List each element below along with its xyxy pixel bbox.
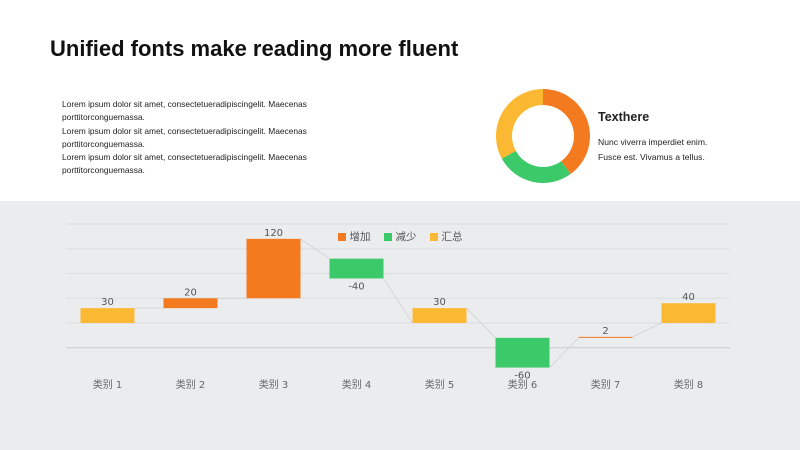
slide-title: Unified fonts make reading more fluent bbox=[50, 36, 459, 61]
waterfall-bar bbox=[578, 336, 633, 338]
body-paragraph: Lorem ipsum dolor sit amet, consectetuer… bbox=[62, 99, 307, 123]
legend-item-total: 汇总 bbox=[429, 229, 463, 244]
body-text: Lorem ipsum dolor sit amet, consectetuer… bbox=[62, 98, 307, 178]
waterfall-bar bbox=[329, 258, 384, 279]
donut-chart bbox=[496, 89, 590, 183]
waterfall-bar bbox=[661, 303, 716, 323]
body-paragraph: Lorem ipsum dolor sit amet, consectetuer… bbox=[62, 152, 307, 176]
data-label: -60 bbox=[514, 371, 530, 382]
category-label: 类别 4 bbox=[342, 378, 372, 391]
waterfall-bar bbox=[246, 238, 301, 299]
waterfall-bar bbox=[495, 337, 550, 368]
category-label: 类别 6 bbox=[508, 378, 538, 391]
legend-swatch bbox=[337, 232, 346, 241]
legend-label: 增加 bbox=[349, 231, 371, 243]
legend-label: 汇总 bbox=[441, 231, 463, 243]
chart-legend: 增加 减少 汇总 bbox=[0, 229, 800, 244]
side-text: Nunc viverra imperdiet enim. Fusce est. … bbox=[598, 135, 738, 165]
connector-line bbox=[466, 307, 496, 339]
connector-line bbox=[632, 322, 662, 338]
waterfall-bar bbox=[80, 308, 135, 323]
legend-label: 减少 bbox=[395, 231, 417, 243]
category-label: 类别 5 bbox=[425, 378, 455, 391]
category-label: 类别 1 bbox=[93, 378, 123, 391]
body-paragraph: Lorem ipsum dolor sit amet, consectetuer… bbox=[62, 125, 307, 149]
category-label: 类别 8 bbox=[674, 378, 704, 391]
category-label: 类别 2 bbox=[176, 378, 206, 391]
data-label: 20 bbox=[184, 287, 197, 298]
waterfall-bar bbox=[412, 308, 467, 323]
category-label: 类别 7 bbox=[591, 378, 621, 391]
donut-segment bbox=[543, 89, 590, 175]
category-label: 类别 3 bbox=[259, 378, 289, 391]
data-label: 30 bbox=[433, 297, 446, 308]
data-label: 30 bbox=[101, 297, 114, 308]
legend-item-increase: 增加 bbox=[337, 229, 371, 244]
legend-swatch bbox=[429, 232, 438, 241]
data-label: 40 bbox=[682, 292, 695, 303]
donut-segment bbox=[496, 89, 543, 159]
waterfall-bar bbox=[163, 298, 218, 309]
connector-line bbox=[549, 337, 579, 368]
connector-line bbox=[300, 238, 330, 259]
chart-panel: 增加 减少 汇总 30 类别 1 20 类别 2 120 类别 3 -40 类别 4 30 类别 … bbox=[0, 201, 800, 450]
side-title: Texthere bbox=[598, 110, 650, 124]
side-line: Nunc viverra imperdiet enim. bbox=[598, 137, 708, 147]
donut-segment bbox=[501, 150, 571, 183]
data-label: 2 bbox=[602, 326, 608, 337]
side-line: Fusce est. Vivamus a tellus. bbox=[598, 152, 705, 162]
connector-line bbox=[383, 278, 413, 324]
legend-item-decrease: 减少 bbox=[383, 229, 417, 244]
data-label: 120 bbox=[264, 228, 283, 239]
legend-swatch bbox=[383, 232, 392, 241]
data-label: -40 bbox=[348, 281, 364, 292]
